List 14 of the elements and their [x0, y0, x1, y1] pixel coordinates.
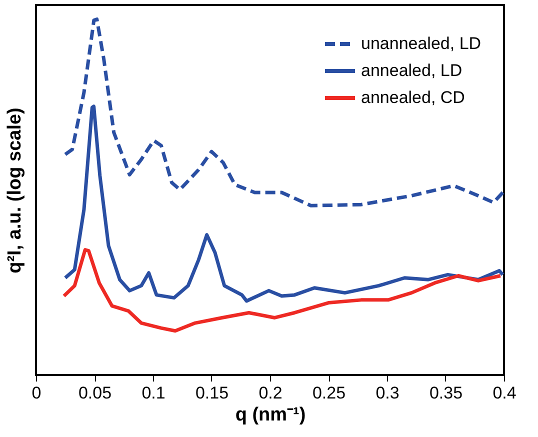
legend-label: annealed, LD	[361, 61, 462, 80]
x-tick-label: 0.1	[142, 384, 166, 402]
x-axis-title: q (nm⁻¹)	[235, 404, 306, 426]
x-tick-label: 0.4	[492, 384, 516, 402]
x-tick-label: 0.15	[195, 384, 229, 402]
x-tick-label: 0.05	[78, 384, 112, 402]
y-axis-title: q²I, a.u. (log scale)	[4, 108, 26, 274]
x-tick-label: 0	[32, 384, 42, 402]
legend-label: unannealed, LD	[361, 34, 482, 53]
legend-label: annealed, CD	[361, 88, 465, 107]
x-tick-label: 0.2	[258, 384, 282, 402]
x-tick-label: 0.25	[312, 384, 346, 402]
x-tick-label: 0.3	[376, 384, 400, 402]
x-tick-label: 0.35	[429, 384, 463, 402]
